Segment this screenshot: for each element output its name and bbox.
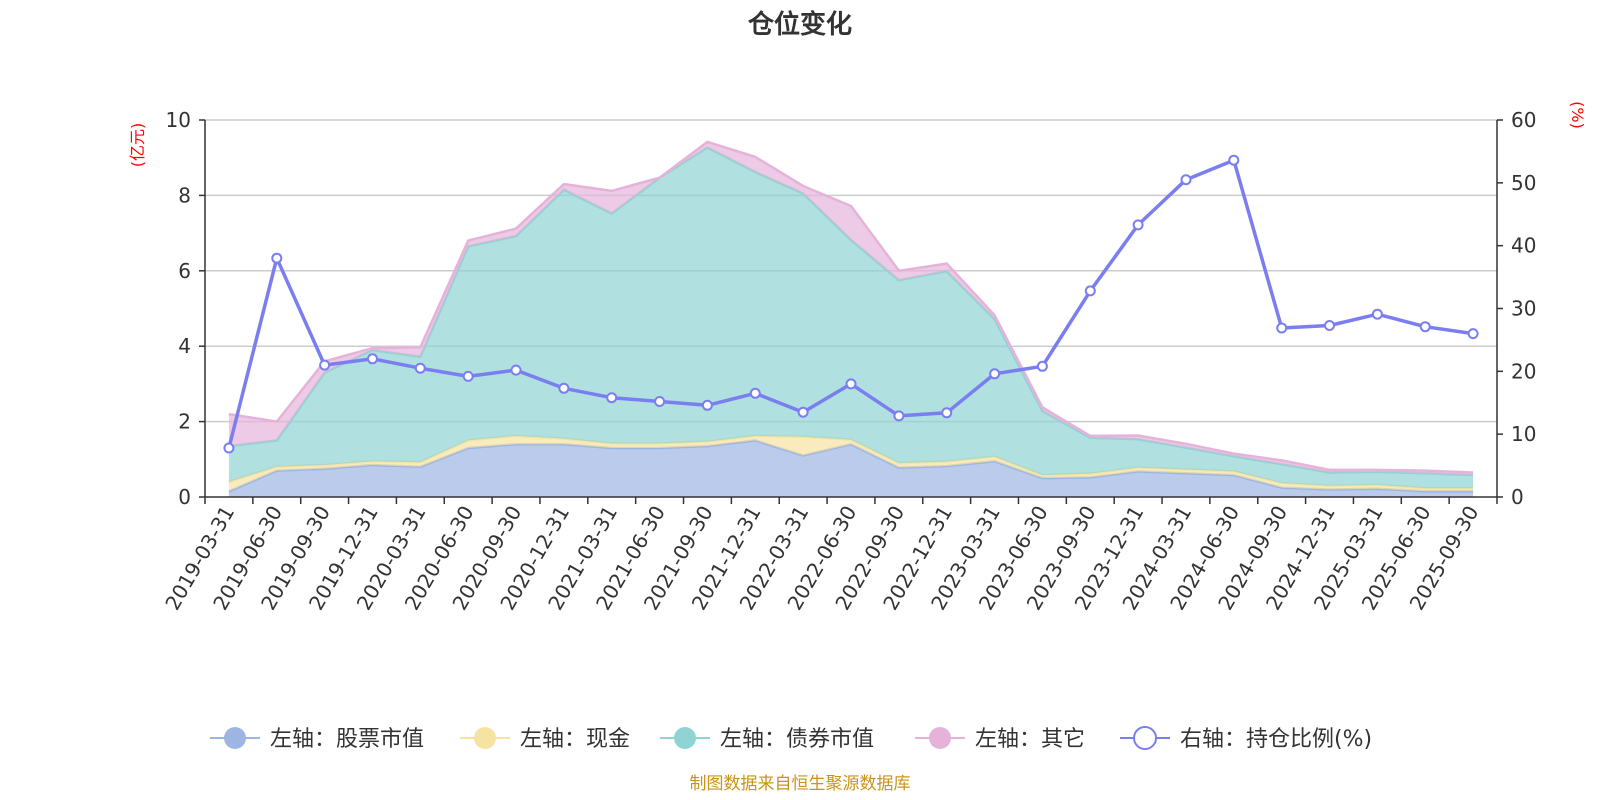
left-tick-label: 8 [178, 183, 191, 207]
legend-label: 左轴：现金 [520, 727, 630, 752]
left-axis-unit: (亿元) [128, 123, 147, 168]
right-tick-label: 0 [1511, 485, 1524, 509]
left-tick-label: 6 [178, 259, 191, 283]
legend-item: 左轴：其它 [915, 727, 1085, 752]
stacked-areas [228, 140, 1474, 497]
ratio-point [223, 442, 235, 454]
ratio-point [1180, 174, 1192, 186]
legend-marker-dot [1133, 726, 1157, 750]
ratio-point [989, 368, 1001, 380]
right-tick-label: 50 [1511, 171, 1536, 195]
ratio-point [510, 364, 522, 376]
ratio-line [223, 154, 1479, 454]
right-tick-label: 30 [1511, 297, 1536, 321]
ratio-point [845, 378, 857, 390]
legend-label: 右轴：持仓比例(%) [1180, 727, 1372, 752]
ratio-point [893, 410, 905, 422]
right-tick-label: 20 [1511, 359, 1536, 383]
ratio-point [1467, 328, 1479, 340]
area-edge-series-4 [228, 140, 1474, 474]
ratio-point [606, 392, 618, 404]
ratio-point [558, 382, 570, 394]
ratio-point [1228, 154, 1240, 166]
right-tick-label: 10 [1511, 422, 1536, 446]
ratio-point [1084, 285, 1096, 297]
ratio-point [941, 407, 953, 419]
ratio-point [1324, 320, 1335, 331]
legend-marker-dot [474, 727, 496, 749]
legend-item: 右轴：持仓比例(%) [1120, 726, 1372, 752]
area-series-4 [228, 141, 1474, 476]
legend-label: 左轴：其它 [975, 727, 1085, 752]
ratio-point [1371, 308, 1383, 320]
ratio-point [654, 396, 666, 407]
legend-item: 左轴：现金 [460, 727, 630, 752]
legend-label: 左轴：股票市值 [270, 727, 424, 752]
ratio-point [367, 353, 378, 365]
chart-title: 仓位变化 [747, 9, 852, 40]
legend-label: 左轴：债券市值 [720, 727, 874, 752]
ratio-point [319, 359, 331, 371]
ratio-point [271, 252, 283, 264]
left-tick-label: 0 [178, 485, 191, 509]
legend: 左轴：股票市值 左轴：现金 左轴：债券市值 左轴：其它 右轴：持仓比例(%) [210, 726, 1372, 752]
legend-item: 左轴：债券市值 [660, 727, 874, 752]
ratio-point [414, 362, 426, 374]
legend-marker-dot [929, 727, 951, 749]
area-series-3 [228, 147, 1474, 489]
left-tick-label: 2 [178, 410, 191, 434]
ratio-point [462, 370, 474, 382]
right-tick-label: 40 [1511, 234, 1536, 258]
left-tick-label: 10 [166, 108, 191, 132]
ratio-point [1132, 219, 1144, 231]
ratio-point [1419, 321, 1431, 333]
ratio-point [797, 406, 809, 418]
legend-item: 左轴：股票市值 [210, 727, 424, 752]
ratio-point [701, 399, 713, 411]
ratio-point [1276, 322, 1288, 334]
data-source-note: 制图数据来自恒生聚源数据库 [690, 774, 911, 794]
ratio-point [1036, 360, 1048, 372]
left-tick-label: 4 [178, 334, 191, 358]
right-tick-label: 60 [1511, 108, 1536, 132]
legend-marker-dot [224, 727, 246, 749]
right-axis-unit: (%) [1568, 101, 1587, 129]
legend-marker-dot [674, 727, 696, 749]
ratio-point [749, 387, 761, 399]
area-series-1 [228, 440, 1474, 497]
